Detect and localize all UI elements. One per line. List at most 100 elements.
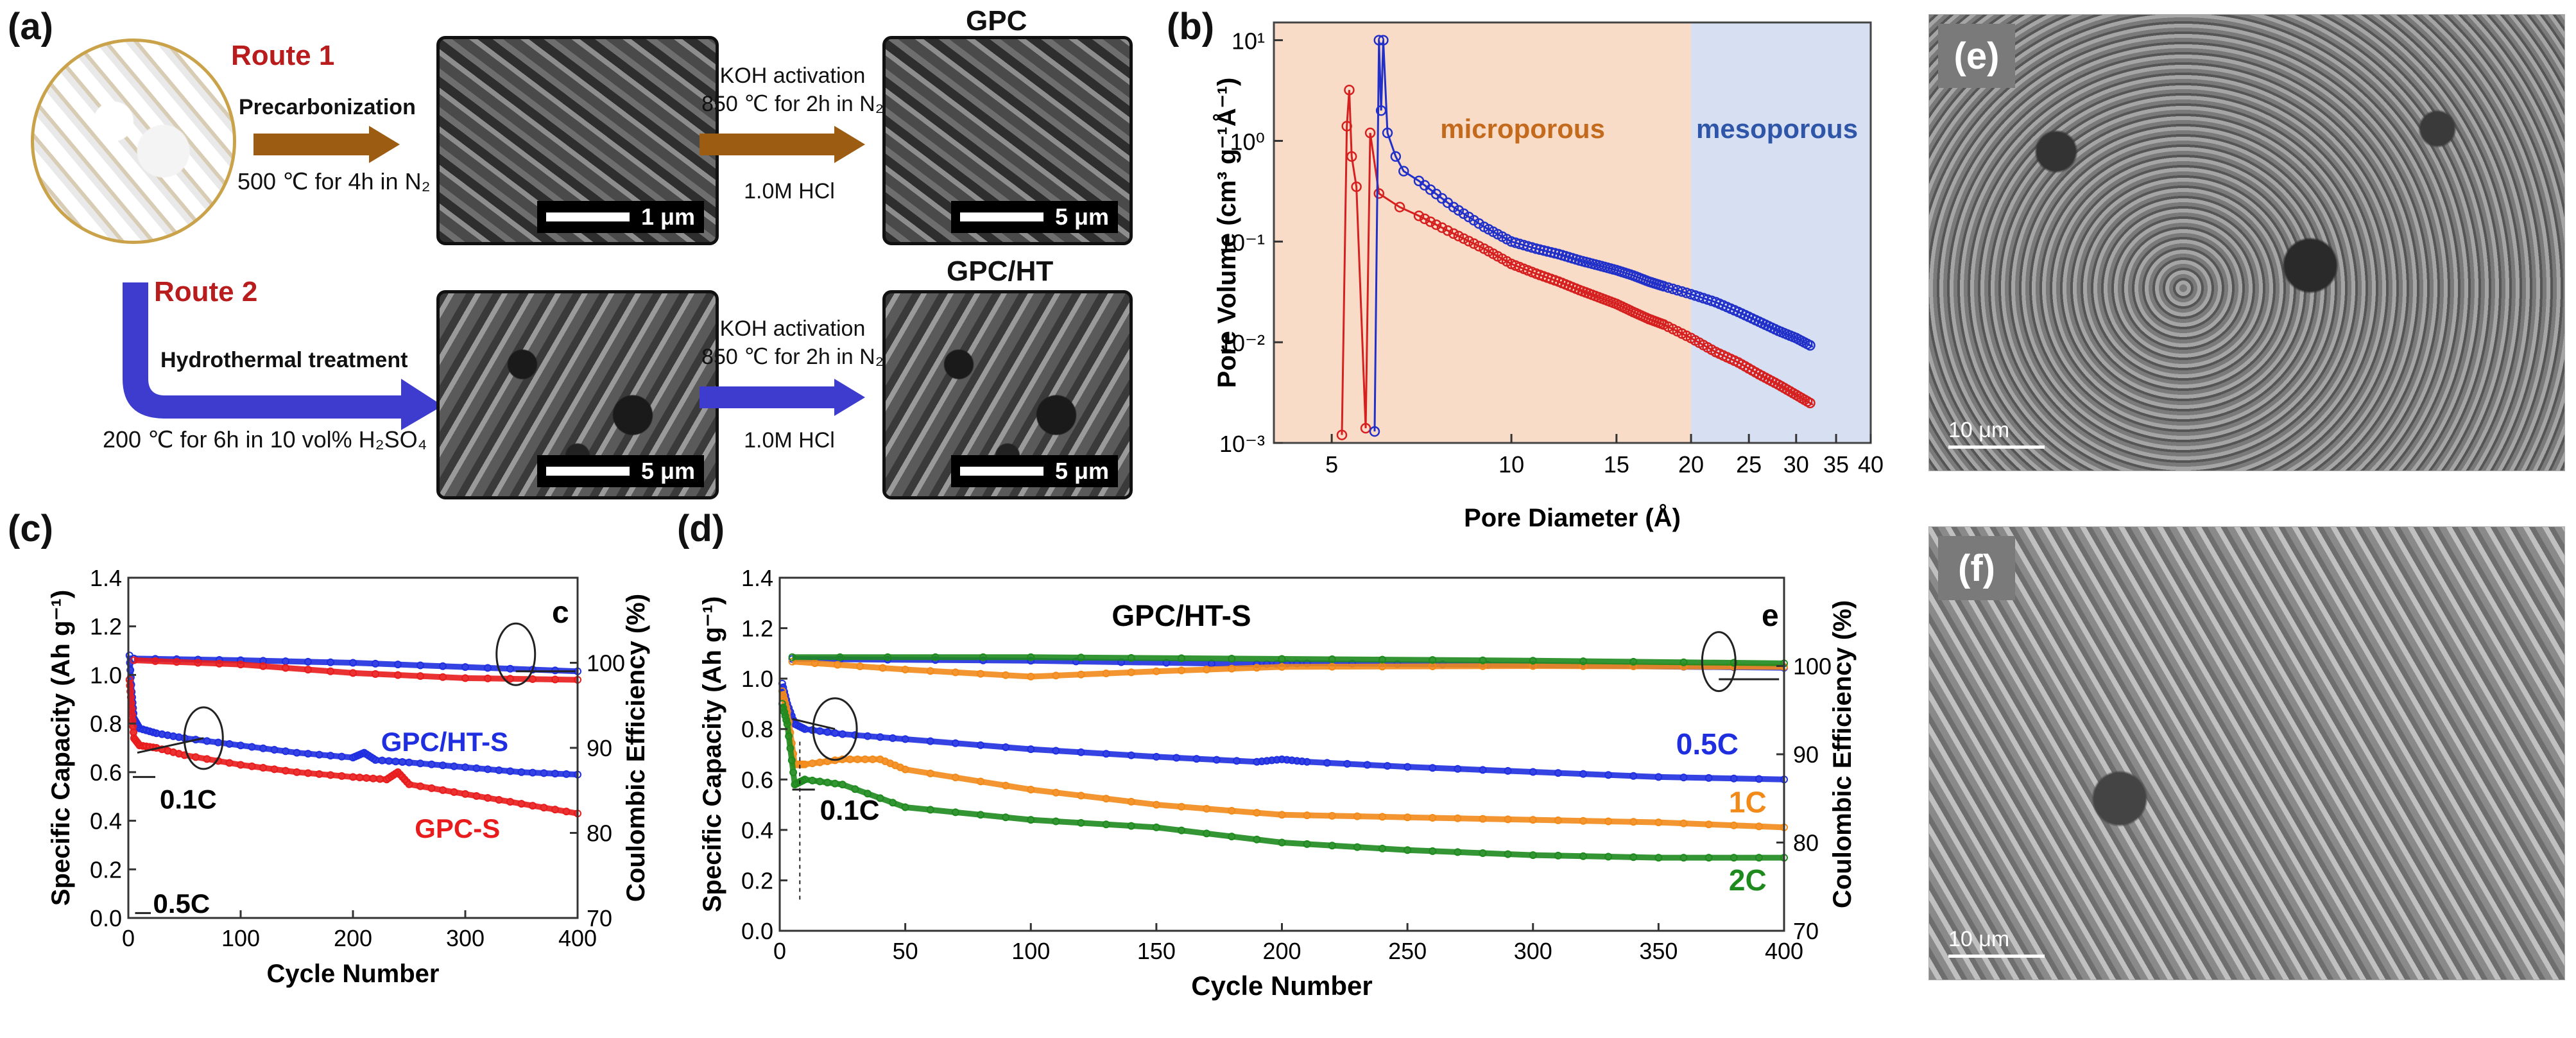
data-point [400, 775, 409, 784]
data-point [783, 720, 791, 728]
data-point [495, 766, 503, 774]
blue-arrow-icon [123, 282, 443, 430]
data-point [394, 671, 402, 679]
data-point [149, 728, 157, 736]
x-axis-label: Pore Diameter (Å) [1464, 503, 1681, 532]
pore-point [1373, 35, 1385, 46]
data-point [304, 750, 312, 758]
mesoporous-region [1691, 22, 1871, 443]
data-point [1278, 838, 1286, 847]
data-point [977, 811, 984, 819]
data-point [139, 725, 147, 734]
pore-point [1375, 105, 1387, 116]
data-point [405, 780, 413, 788]
plot-frame [127, 576, 579, 919]
pore-point [1336, 429, 1348, 440]
data-point [1027, 786, 1035, 793]
data-point [1127, 797, 1135, 806]
data-point [248, 762, 256, 770]
data-point [1654, 854, 1663, 862]
data-point [1212, 756, 1221, 764]
data-point [1730, 659, 1738, 667]
rate-1c-label: 1C [1729, 785, 1767, 818]
data-point [1479, 656, 1487, 664]
data-point [1679, 774, 1688, 782]
left-y-tick-label: 1.4 [741, 565, 773, 591]
y-tick-label: 10⁻² [1219, 330, 1265, 356]
data-point [349, 669, 357, 677]
data-point [786, 744, 794, 752]
gpcht-title: GPC/HT [947, 255, 1054, 287]
data-point [506, 664, 514, 673]
data-point [270, 765, 279, 774]
data-point [863, 732, 872, 740]
sem-image-hydrothermal: 5 μm [436, 290, 719, 499]
x-tick-label: 0 [122, 925, 135, 951]
pore-point [1436, 222, 1448, 233]
data-point [1328, 655, 1336, 664]
data-point [237, 741, 245, 750]
pore-point [1419, 213, 1430, 225]
data-point [349, 659, 357, 667]
data-point [427, 784, 436, 792]
data-point [1172, 754, 1181, 762]
data-point [1429, 814, 1437, 822]
corner-label: c [552, 596, 569, 630]
data-point [403, 778, 411, 786]
plot-frame [778, 576, 1785, 932]
right-y-tick-label: 70 [1793, 918, 1819, 944]
left-y-tick-label: 1.4 [90, 565, 122, 591]
data-point [831, 729, 839, 737]
left-y-tick-label: 0.4 [741, 817, 773, 843]
cycling-chart-c: 0.0 0.2 0.4 0.6 0.8 1.0 1.2 1.4 70 80 90 100 0 100 200… [47, 565, 650, 988]
left-y-tick-label: 0.8 [90, 711, 122, 737]
pore-point [1413, 211, 1425, 221]
data-point [1002, 781, 1010, 790]
data-point [889, 799, 897, 807]
y-tick-label: 10¹ [1232, 28, 1265, 55]
data-point [1077, 748, 1085, 756]
ce-circle-marker [1701, 631, 1737, 693]
data-point [1378, 655, 1386, 664]
scale-bar: 5 μm [950, 201, 1118, 233]
data-point [846, 755, 854, 763]
blue-arrow-icon [700, 379, 865, 416]
data-point [836, 653, 844, 661]
data-point [405, 758, 413, 766]
data-point [1679, 819, 1688, 827]
data-point [1454, 848, 1462, 856]
pore-point [1453, 230, 1464, 242]
pore-point [1344, 84, 1355, 96]
data-point [142, 726, 150, 734]
data-point [879, 664, 887, 672]
data-point [1629, 818, 1638, 826]
data-point [1579, 657, 1587, 666]
x-tick-label: 300 [446, 925, 485, 951]
data-point [203, 737, 211, 745]
pore-point [1805, 397, 1816, 409]
data-point [506, 798, 514, 806]
x-tick-label: 5 [1325, 451, 1338, 478]
data-point [1288, 756, 1296, 765]
data-point [1278, 811, 1286, 819]
sem-image-f: (f) 10 μm [1928, 526, 2565, 980]
data-point [979, 653, 987, 661]
data-point [977, 670, 984, 678]
data-point [901, 803, 909, 811]
pore-point [1805, 340, 1816, 351]
data-point [838, 730, 846, 738]
data-point [484, 765, 492, 774]
data-point [1127, 751, 1135, 759]
data-point [1273, 756, 1281, 764]
data-point [1353, 812, 1361, 820]
data-point [399, 773, 406, 781]
microporous-region [1274, 22, 1692, 443]
data-point [517, 768, 526, 776]
data-point [248, 743, 256, 751]
ce-circle-marker [495, 622, 537, 686]
plot-frame [1273, 21, 1872, 444]
x-tick-label: 50 [893, 938, 918, 964]
data-point [151, 657, 159, 665]
data-point [876, 755, 884, 763]
data-point [1579, 852, 1587, 860]
